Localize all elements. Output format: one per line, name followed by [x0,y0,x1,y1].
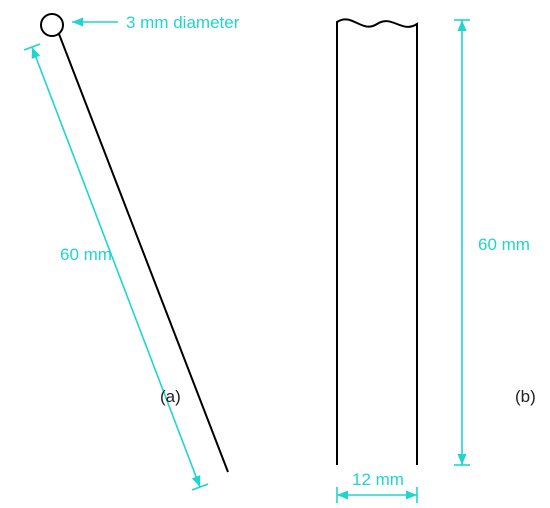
strip-top-break [337,19,417,30]
subfigure-b-label: (b) [515,387,536,406]
length-a-label: 60 mm [60,245,112,264]
diameter-label: 3 mm diameter [126,13,240,32]
length-a-dimension [32,47,200,487]
figure-b: 60 mm 12 mm (b) [337,19,536,503]
subfigure-a-label: (a) [160,387,181,406]
height-b-label: 60 mm [478,235,530,254]
figure-a: 3 mm diameter 60 mm (a) [24,13,240,490]
pin-head-circle [41,14,63,36]
width-b-label: 12 mm [352,470,404,489]
diagram-canvas: 3 mm diameter 60 mm (a) 60 mm 12 mm (b) [0,0,550,508]
